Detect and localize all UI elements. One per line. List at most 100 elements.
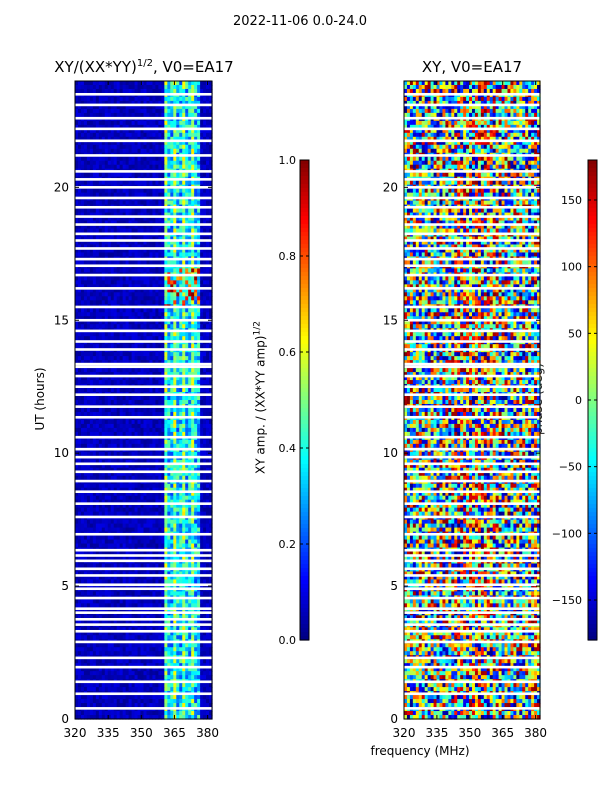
panel-1-cell-3992 (182, 423, 186, 429)
panel-1-cell-1822 (158, 236, 162, 242)
panel-1-cell-751 (119, 144, 124, 150)
panel-1-cell-99 (95, 88, 100, 94)
panel-1-cell-2525 (197, 296, 201, 301)
panel-1-cell-3365 (95, 372, 100, 377)
panel-1-cell-1699 (203, 224, 207, 230)
panel-1-cell-350 (158, 108, 162, 114)
panel-1-cell-275 (209, 100, 213, 106)
panel-1-cell-3479 (161, 380, 165, 385)
panel-1-cell-3191 (125, 356, 130, 361)
panel-1-cell-3969 (113, 423, 118, 429)
panel-1-cell-2291 (185, 276, 189, 281)
panel-1-cell-4847 (125, 499, 130, 505)
panel-1-cell-2800 (194, 320, 198, 325)
panel-1-cell-4669 (143, 483, 148, 489)
panel-1-cell-3582 (194, 388, 198, 393)
panel-1-cell-2932 (176, 332, 180, 337)
panel-1-cell-4455 (191, 463, 195, 469)
panel-1-cell-3565 (143, 388, 148, 393)
panel-1-cell-3040 (86, 344, 91, 349)
panel-1-cell-4563 (101, 475, 106, 481)
panel-1-cell-665 (137, 136, 142, 142)
panel-1-cell-4831 (77, 499, 82, 505)
panel-1-cell-3724 (206, 400, 210, 405)
panel-1-cell-4689 (203, 483, 207, 489)
panel-1-cell-332 (104, 108, 109, 114)
panel-1-cell-549 (203, 124, 207, 130)
panel-1-cell-3545 (83, 388, 88, 393)
panel-1-cell-4878 (80, 503, 85, 509)
panel-1-cell-4454 (188, 463, 192, 469)
panel-1-cell-880 (92, 156, 97, 162)
panel-1-cell-3055 (131, 344, 136, 349)
panel-1-cell-2661 (191, 308, 195, 313)
panel-1-cell-232 (80, 100, 85, 106)
panel-1-cell-3828 (104, 411, 109, 417)
panel-1-cell-669 (149, 136, 154, 142)
panel-1-cell-604 (92, 132, 97, 138)
panel-1-cell-795 (113, 148, 118, 154)
panel-1-cell-1389 (101, 200, 106, 206)
panel-1-cell-2461 (143, 292, 148, 297)
panel-1-cell-1846 (92, 240, 97, 246)
panel-1-cell-2070 (75, 260, 79, 266)
panel-1-cell-1191 (197, 180, 201, 186)
panel-1-cell-3137 (101, 352, 106, 357)
panel-1-cell-1252 (104, 188, 109, 194)
panel-1-cell-315 (191, 104, 195, 110)
panel-1-cell-4829 (209, 495, 213, 501)
panel-1-cell-983 (125, 164, 130, 170)
panel-1-cell-2 (80, 81, 85, 86)
panel-1-cell-1492 (134, 208, 139, 214)
panel-1-cell-759 (143, 144, 148, 150)
panel-1-cell-4320 (200, 451, 204, 457)
panel-1-cell-509 (83, 124, 88, 130)
panel-1-cell-3976 (134, 423, 139, 429)
panel-1-cell-290 (116, 104, 121, 110)
panel-1-cell-4230 (206, 443, 210, 449)
panel-1-cell-254 (146, 100, 151, 106)
panel-1-cell-2099 (161, 260, 165, 266)
panel-1-cell-320 (206, 104, 210, 110)
panel-1-cell-3324 (110, 368, 115, 373)
panel-1-cell-3141 (113, 352, 118, 357)
panel-1-cell-4189 (83, 443, 88, 449)
panel-1-cell-1595 (167, 216, 171, 222)
panel-1-cell-2095 (149, 260, 154, 266)
panel-1-cell-4941 (131, 507, 136, 513)
panel-1-cell-2087 (125, 260, 130, 266)
panel-1-cell-614 (122, 132, 127, 138)
panel-1-cell-4182 (200, 439, 204, 445)
panel-1-cell-3379 (137, 372, 142, 377)
panel-1-cell-4900 (146, 503, 151, 509)
panel-1-cell-1744 (200, 228, 204, 234)
panel-1-cell-3076 (194, 344, 198, 349)
panel-1-cell-2971 (155, 336, 159, 341)
panel-1-cell-1504 (170, 208, 174, 214)
panel-1-cell-1798 (86, 236, 91, 242)
panel-1-cell-2446 (98, 292, 103, 297)
panel-1-cell-723 (173, 140, 177, 146)
panel-1-cell-648 (86, 136, 91, 142)
panel-1-cell-2356 (104, 284, 109, 289)
panel-1-cell-1984 (92, 252, 97, 258)
panel-1-cell-3405 (77, 376, 82, 381)
panel-1-cell-2186 (146, 268, 151, 273)
panel-1-cell-4542 (176, 471, 180, 477)
panel-1-cell-2738 (146, 316, 151, 321)
panel-1-cell-1872 (170, 240, 174, 246)
panel-1-cell-4504 (200, 467, 204, 473)
panel-1-cell-3562 (134, 388, 139, 393)
panel-1-cell-2350 (86, 284, 91, 289)
panel-1-cell-1518 (75, 212, 79, 218)
panel-1-cell-4384 (116, 459, 121, 465)
panel-1-cell-2431 (191, 288, 195, 293)
panel-1-cell-1823 (161, 236, 165, 242)
panel-1-cell-2979 (179, 336, 183, 341)
panel-1-cell-1719 (125, 228, 130, 234)
panel-1-cell-3421 (125, 376, 130, 381)
panel-1-cell-2269 (119, 276, 124, 281)
panel-1-cell-228 (206, 96, 210, 102)
panel-1-cell-3956 (75, 423, 79, 429)
panel-1-cell-4012 (104, 427, 109, 433)
